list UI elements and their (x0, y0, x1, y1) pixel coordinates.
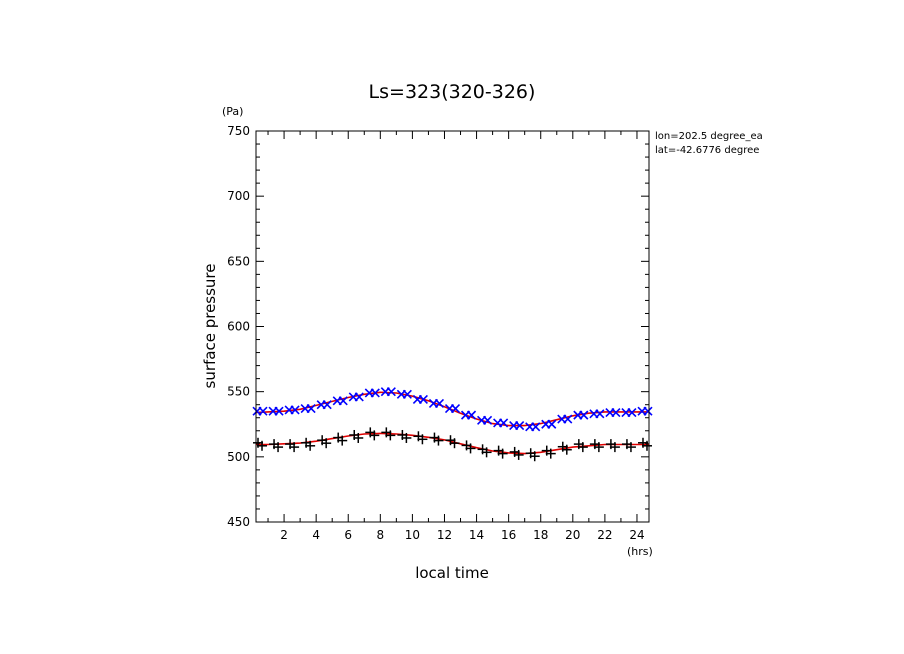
plus-marker (509, 446, 524, 460)
x-marker (300, 404, 316, 414)
x-marker (605, 407, 621, 418)
x-marker (541, 419, 557, 429)
y-tick-label: 450 (227, 515, 250, 529)
y-tick-label: 750 (227, 124, 250, 138)
x-marker (332, 396, 348, 406)
plus-marker (317, 435, 332, 449)
plus-marker (269, 439, 284, 453)
plus-marker (493, 445, 508, 459)
plus-marker (461, 440, 476, 454)
x-marker (509, 420, 525, 431)
x-marker (557, 414, 573, 424)
annotation-latitude: lat=-42.6776 degree (655, 145, 759, 156)
y-tick-label: 550 (227, 385, 250, 399)
x-marker (284, 405, 300, 415)
x-tick-label: 12 (437, 528, 452, 542)
x-tick-label: 14 (469, 528, 484, 542)
x-marker (348, 392, 364, 402)
x-marker (364, 388, 380, 398)
plus-marker (445, 435, 460, 449)
plus-marker (525, 448, 540, 462)
x-tick-label: 22 (597, 528, 612, 542)
chart-title: Ls=323(320-326) (369, 81, 536, 103)
x-marker (477, 415, 493, 425)
y-tick-label: 500 (227, 450, 250, 464)
x-marker (316, 400, 332, 410)
x-marker (444, 404, 461, 414)
plus-marker (253, 437, 268, 451)
x-tick-label: 10 (405, 528, 420, 542)
y-tick-label: 600 (227, 320, 250, 334)
x-unit-label: (hrs) (627, 545, 653, 558)
plus-marker (333, 432, 348, 446)
plus-marker (381, 427, 396, 441)
plus-marker (429, 432, 444, 446)
y-tick-label: 700 (227, 189, 250, 203)
x-marker (525, 422, 541, 432)
plus-marker (557, 441, 572, 455)
plus-marker (637, 437, 652, 451)
plus-marker (605, 439, 620, 453)
plus-marker (541, 445, 556, 459)
plus-marker (573, 439, 588, 453)
x-marker (493, 418, 509, 428)
x-marker (637, 406, 653, 416)
y-unit-label: (Pa) (222, 105, 243, 118)
plus-marker (589, 439, 604, 453)
x-tick-label: 8 (376, 528, 384, 542)
plus-marker (301, 437, 316, 451)
y-tick-label: 650 (227, 254, 250, 268)
y-axis-label: surface pressure (201, 264, 219, 389)
x-marker (460, 410, 477, 420)
x-marker (621, 407, 637, 418)
x-tick-label: 4 (312, 528, 320, 542)
x-tick-label: 20 (565, 528, 580, 542)
x-marker (396, 389, 412, 399)
x-tick-label: 6 (344, 528, 352, 542)
x-marker (573, 410, 589, 420)
plot-frame (255, 130, 650, 523)
plus-marker (621, 439, 636, 453)
x-marker (428, 398, 445, 408)
plus-marker (397, 429, 412, 443)
x-marker (268, 406, 284, 416)
plus-marker (349, 429, 364, 443)
fit-curve-upper (255, 391, 649, 427)
x-tick-label: 16 (501, 528, 516, 542)
x-tick-label: 18 (533, 528, 548, 542)
plus-marker (365, 427, 380, 441)
x-marker (589, 409, 605, 419)
x-tick-label: 2 (280, 528, 288, 542)
plus-marker (413, 431, 428, 445)
x-marker (412, 394, 428, 405)
annotation-longitude: lon=202.5 degree_ea (655, 131, 763, 142)
x-tick-label: 24 (629, 528, 644, 542)
x-axis-label: local time (415, 564, 489, 582)
plus-marker (477, 444, 492, 458)
plus-marker (285, 439, 300, 453)
x-marker (380, 387, 396, 397)
x-marker (252, 406, 268, 416)
